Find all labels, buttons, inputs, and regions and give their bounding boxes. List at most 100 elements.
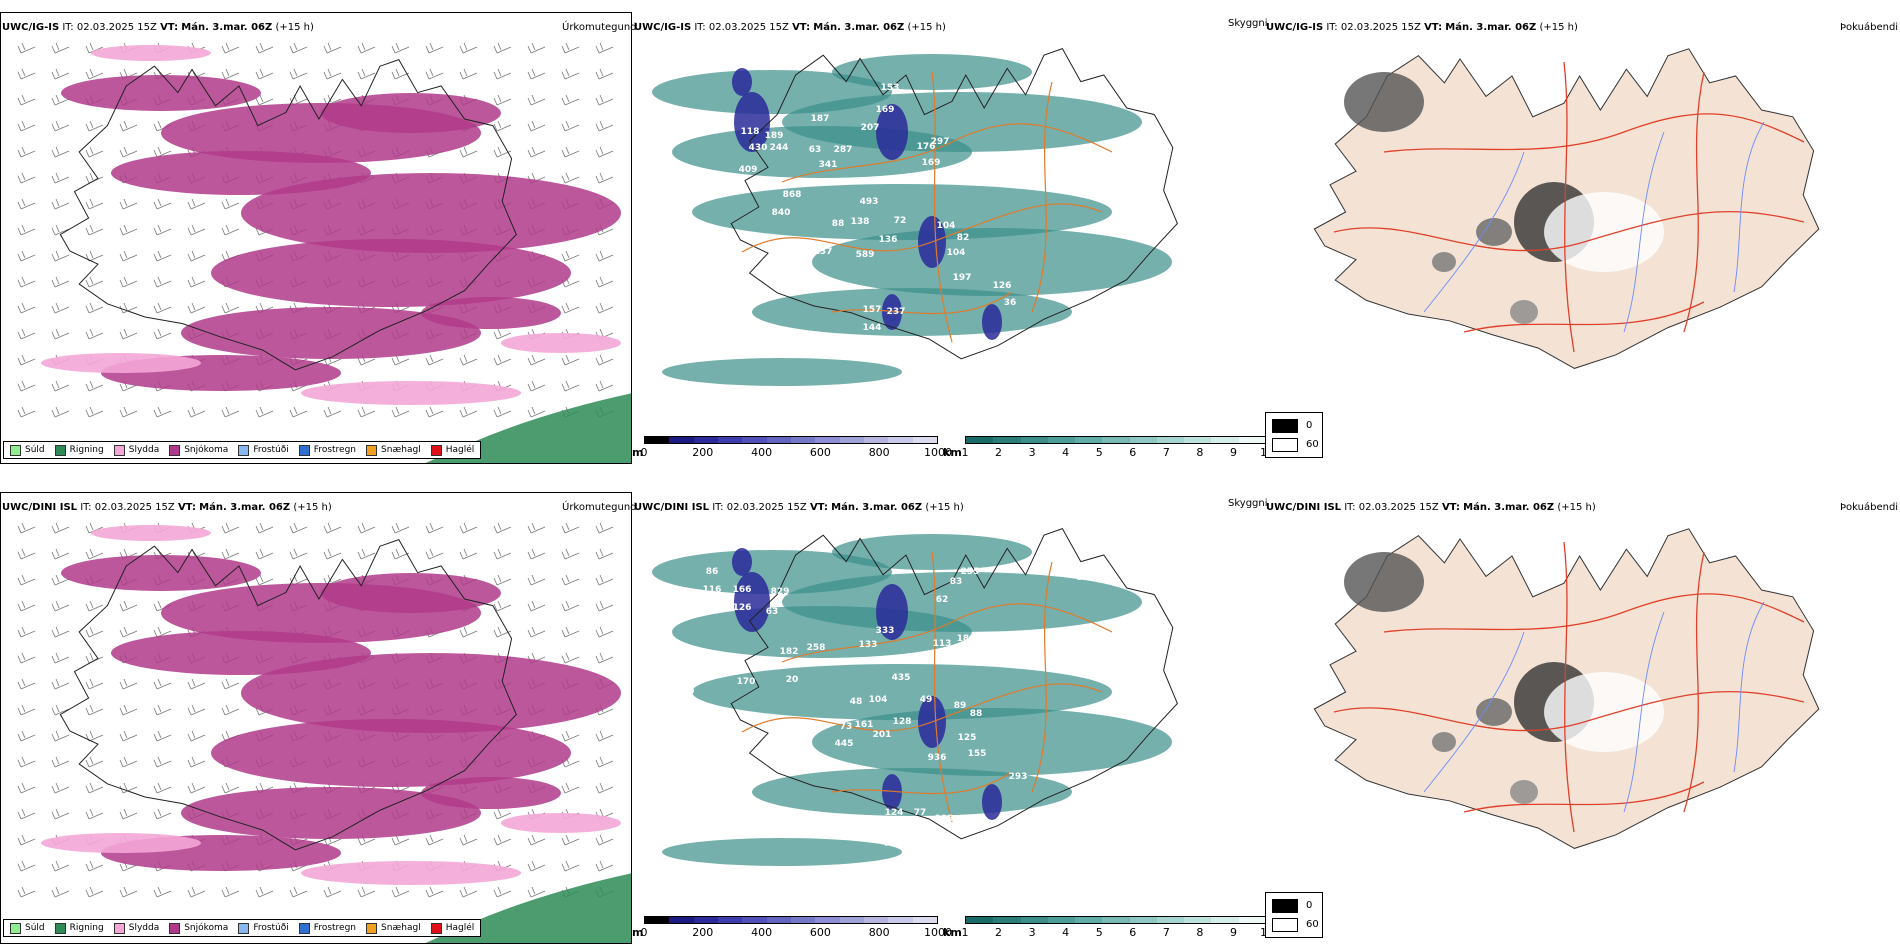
cloudbase-label: 201 — [873, 730, 892, 740]
colorbar-tick-label: 6 — [1129, 446, 1137, 459]
fog-area — [1432, 732, 1456, 752]
wind-barb — [51, 302, 70, 314]
fog-area — [1544, 192, 1664, 272]
cloudbase-label: 297 — [931, 137, 950, 147]
colorbar-segment — [863, 917, 889, 923]
precip-type-map — [17, 522, 631, 943]
wind-barb — [119, 224, 138, 236]
cloudbase-label: 341 — [819, 160, 838, 170]
colorbar-segment — [888, 437, 913, 443]
wind-barb — [357, 406, 376, 418]
road-line — [741, 203, 1103, 253]
wind-barb — [561, 600, 580, 612]
colorbar-segment — [1238, 437, 1266, 443]
wind-barb — [187, 756, 206, 768]
colorbar-segment — [1047, 917, 1076, 923]
river-line — [1623, 611, 1665, 813]
colorbar-tick-label: 5 — [1095, 446, 1103, 459]
colorbar-segment — [717, 437, 743, 443]
wind-barb — [493, 834, 512, 846]
wind-barb — [51, 68, 70, 80]
wind-barb — [153, 406, 172, 418]
wind-barb — [17, 652, 36, 664]
wind-barb — [17, 548, 36, 560]
wind-barb — [357, 522, 376, 534]
cloudbase-label: 170 — [737, 677, 756, 687]
legend-swatch — [366, 444, 378, 456]
wind-barb — [85, 120, 104, 132]
wind-barb — [51, 406, 70, 418]
wind-barb — [153, 730, 172, 742]
wind-barb — [595, 782, 614, 794]
road-line — [1463, 781, 1705, 813]
wind-barb — [595, 276, 614, 288]
road-line — [1031, 81, 1053, 313]
colorbar-tick-label: 1 — [961, 926, 969, 939]
river-line — [1733, 601, 1765, 773]
colorbar-tick-label: 5 — [1095, 926, 1103, 939]
legend-item-haglel: Haglél — [430, 922, 474, 934]
colorbar-segment — [1129, 437, 1157, 443]
low-cloudbase-area — [732, 548, 752, 576]
road-line — [781, 123, 1113, 183]
wind-barb — [119, 198, 138, 210]
cloudbase-label: 169 — [922, 158, 941, 168]
cloudbase-label: 445 — [835, 739, 854, 749]
wind-barb — [51, 574, 70, 586]
wind-barb — [85, 704, 104, 716]
cloudbase-label: 116 — [703, 585, 722, 595]
wind-barb — [527, 120, 546, 132]
wind-barb — [459, 42, 478, 54]
wind-barb — [595, 730, 614, 742]
cloudbase-label: 88 — [832, 219, 845, 229]
road-line — [1683, 71, 1705, 333]
cloudbase-label: 180 — [957, 634, 976, 644]
colorbar-segment — [1102, 917, 1130, 923]
wind-barb — [527, 626, 546, 638]
low-cloudbase-area — [734, 572, 770, 632]
cloudbase-label: 998 — [935, 814, 954, 824]
wind-barb — [119, 250, 138, 262]
cloudbase-label: 126 — [993, 281, 1012, 291]
low-cloudbase-area — [876, 584, 908, 640]
wind-barb — [561, 730, 580, 742]
colorbar-segment — [839, 917, 864, 923]
wind-barb — [255, 94, 274, 106]
wind-barb — [391, 886, 410, 898]
colorbar-segment — [993, 917, 1021, 923]
wind-barb — [17, 380, 36, 392]
colorbar-segment — [1075, 437, 1103, 443]
road-line — [1683, 551, 1705, 813]
colorbar-tick-label: 8 — [1196, 446, 1204, 459]
cloudbase-label: 104 — [937, 221, 956, 231]
wind-barb — [51, 250, 70, 262]
wind-barb — [255, 42, 274, 54]
panel-header: UWC/DINI ISL IT: 02.03.2025 15Z VT: Mán.… — [634, 502, 964, 513]
cloudbase-label: 153 — [881, 83, 900, 93]
cloudbase-label: 78 — [891, 343, 904, 353]
wind-barb — [493, 146, 512, 158]
colorbar-ticks: 12345678910 — [962, 446, 1275, 460]
wind-barb — [493, 328, 512, 340]
wind-barb — [255, 406, 274, 418]
wind-barb — [17, 574, 36, 586]
legend-item-snaehagl: Snæhagl — [366, 444, 421, 456]
wind-barb — [153, 782, 172, 794]
wind-barb — [561, 172, 580, 184]
wind-barb — [425, 548, 444, 560]
road-line — [831, 771, 1013, 795]
wind-barb — [527, 146, 546, 158]
wind-barb — [153, 250, 172, 262]
wind-barb — [391, 522, 410, 534]
wind-barb — [493, 600, 512, 612]
wind-barb — [85, 276, 104, 288]
wind-barb — [561, 652, 580, 664]
colorbar-tick-label: 200 — [692, 446, 714, 459]
cloud-key-dark — [1272, 899, 1298, 913]
colorbar-tick-label: 0 — [640, 926, 648, 939]
wind-barb — [153, 198, 172, 210]
colorbar-segment — [1020, 917, 1048, 923]
wind-barb — [85, 782, 104, 794]
wind-barb — [187, 782, 206, 794]
wind-barb — [595, 94, 614, 106]
